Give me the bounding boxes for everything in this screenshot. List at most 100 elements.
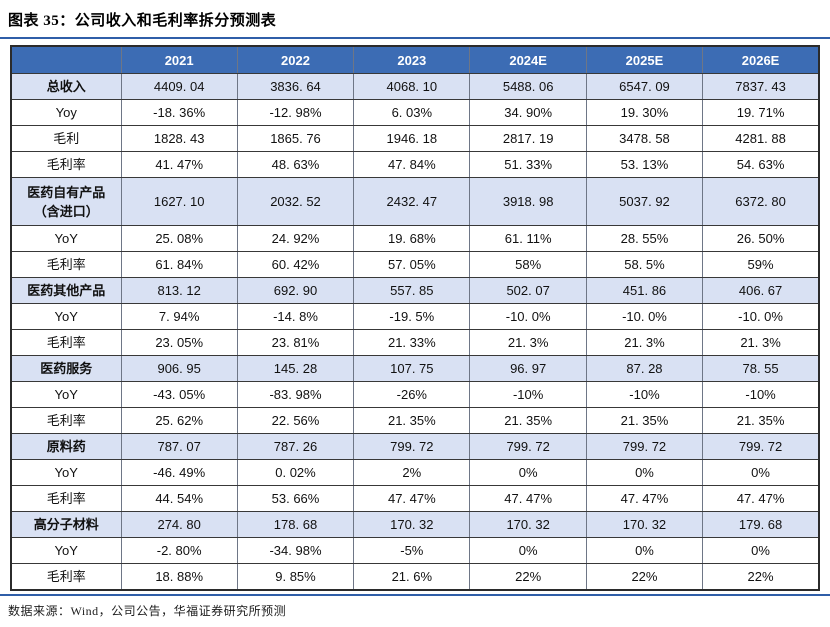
row-label: YoY [10, 225, 122, 252]
row-label: 毛利率 [10, 407, 122, 434]
value-cell: -10% [702, 381, 820, 408]
table-row: YoY -2. 80% -34. 98% -5% 0% 0% 0% [10, 537, 820, 564]
row-label: 总收入 [10, 73, 122, 100]
value-cell: -5% [353, 537, 471, 564]
value-cell: 87. 28 [585, 355, 704, 382]
value-cell: -34. 98% [236, 537, 355, 564]
value-cell: -12. 98% [236, 99, 355, 126]
value-cell: 41. 47% [120, 151, 238, 178]
value-cell: 170. 32 [353, 511, 471, 538]
value-cell: 170. 32 [585, 511, 704, 538]
value-cell: 57. 05% [353, 251, 471, 278]
table-row: 毛利率 25. 62% 22. 56% 21. 35% 21. 35% 21. 35% 21… [10, 407, 820, 434]
column-header: 2022 [236, 45, 355, 74]
column-header: 2024E [469, 45, 587, 74]
value-cell: 61. 11% [469, 225, 587, 252]
table-row: 总收入 4409. 04 3836. 64 4068. 10 5488. 06 6547.… [10, 73, 820, 100]
value-cell: 7. 94% [120, 303, 238, 330]
value-cell: 59% [702, 251, 820, 278]
row-label: 高分子材料 [10, 511, 122, 538]
value-cell: 19. 68% [353, 225, 471, 252]
value-cell: -19. 5% [353, 303, 471, 330]
table-row: 医药自有产品 （含进口） 1627. 10 2032. 52 2432. 47 3918.… [10, 177, 820, 226]
value-cell: 22% [702, 563, 820, 591]
row-label: 毛利率 [10, 151, 122, 178]
value-cell: 25. 08% [120, 225, 238, 252]
value-cell: 274. 80 [120, 511, 238, 538]
row-label: YoY [10, 303, 122, 330]
value-cell: 5037. 92 [585, 177, 704, 226]
value-cell: -10. 0% [469, 303, 587, 330]
value-cell: 19. 30% [585, 99, 704, 126]
value-cell: 6547. 09 [585, 73, 704, 100]
table-row: 医药其他产品 813. 12 692. 90 557. 85 502. 07 451. 8… [10, 277, 820, 304]
row-label: 毛利率 [10, 485, 122, 512]
value-cell: 799. 72 [585, 433, 704, 460]
value-cell: 1865. 76 [236, 125, 355, 152]
value-cell: 107. 75 [353, 355, 471, 382]
value-cell: -10. 0% [585, 303, 704, 330]
column-header: 2026E [702, 45, 820, 74]
table-row: 医药服务 906. 95 145. 28 107. 75 96. 97 87. 28 78.… [10, 355, 820, 382]
value-cell: 21. 35% [469, 407, 587, 434]
value-cell: 19. 71% [702, 99, 820, 126]
value-cell: 5488. 06 [469, 73, 587, 100]
value-cell: 78. 55 [702, 355, 820, 382]
table-row: 高分子材料 274. 80 178. 68 170. 32 170. 32 170. 32… [10, 511, 820, 538]
value-cell: 799. 72 [702, 433, 820, 460]
column-header: 2023 [353, 45, 471, 74]
value-cell: 0% [585, 459, 704, 486]
value-cell: 813. 12 [120, 277, 238, 304]
figure-title: 图表 35：公司收入和毛利率拆分预测表 [8, 13, 277, 29]
value-cell: 21. 3% [702, 329, 820, 356]
value-cell: 4281. 88 [702, 125, 820, 152]
footer-divider [0, 594, 830, 596]
value-cell: 21. 35% [702, 407, 820, 434]
row-label: 医药自有产品 （含进口） [10, 177, 122, 226]
row-label: Yoy [10, 99, 122, 126]
value-cell: 47. 84% [353, 151, 471, 178]
value-cell: 53. 13% [585, 151, 704, 178]
value-cell: 34. 90% [469, 99, 587, 126]
table-row: 毛利率 44. 54% 53. 66% 47. 47% 47. 47% 47. 47% 47… [10, 485, 820, 512]
value-cell: 178. 68 [236, 511, 355, 538]
value-cell: 58. 5% [585, 251, 704, 278]
value-cell: 21. 3% [469, 329, 587, 356]
value-cell: 54. 63% [702, 151, 820, 178]
table-header-row: 2021 2022 2023 2024E 2025E 2026E [10, 45, 820, 74]
value-cell: -18. 36% [120, 99, 238, 126]
value-cell: 3478. 58 [585, 125, 704, 152]
value-cell: 96. 97 [469, 355, 587, 382]
forecast-table-body: 总收入 4409. 04 3836. 64 4068. 10 5488. 06 6547.… [10, 73, 820, 591]
value-cell: 26. 50% [702, 225, 820, 252]
column-header: 2025E [585, 45, 704, 74]
corner-cell [10, 45, 122, 74]
value-cell: 1627. 10 [120, 177, 238, 226]
value-cell: 51. 33% [469, 151, 587, 178]
value-cell: 47. 47% [469, 485, 587, 512]
table-row: 毛利率 41. 47% 48. 63% 47. 84% 51. 33% 53. 13% 54… [10, 151, 820, 178]
value-cell: 48. 63% [236, 151, 355, 178]
value-cell: 18. 88% [120, 563, 238, 591]
table-row: YoY -46. 49% 0. 02% 2% 0% 0% 0% [10, 459, 820, 486]
value-cell: -10. 0% [702, 303, 820, 330]
value-cell: -43. 05% [120, 381, 238, 408]
value-cell: 22% [585, 563, 704, 591]
value-cell: 23. 81% [236, 329, 355, 356]
table-row: 原料药 787. 07 787. 26 799. 72 799. 72 799. 72 79… [10, 433, 820, 460]
value-cell: 799. 72 [469, 433, 587, 460]
row-label: 毛利率 [10, 563, 122, 591]
value-cell: 23. 05% [120, 329, 238, 356]
value-cell: 25. 62% [120, 407, 238, 434]
value-cell: 2% [353, 459, 471, 486]
value-cell: -83. 98% [236, 381, 355, 408]
value-cell: 4068. 10 [353, 73, 471, 100]
value-cell: 502. 07 [469, 277, 587, 304]
row-label: 毛利率 [10, 329, 122, 356]
value-cell: -26% [353, 381, 471, 408]
row-label: YoY [10, 381, 122, 408]
value-cell: 2032. 52 [236, 177, 355, 226]
value-cell: -46. 49% [120, 459, 238, 486]
value-cell: 44. 54% [120, 485, 238, 512]
